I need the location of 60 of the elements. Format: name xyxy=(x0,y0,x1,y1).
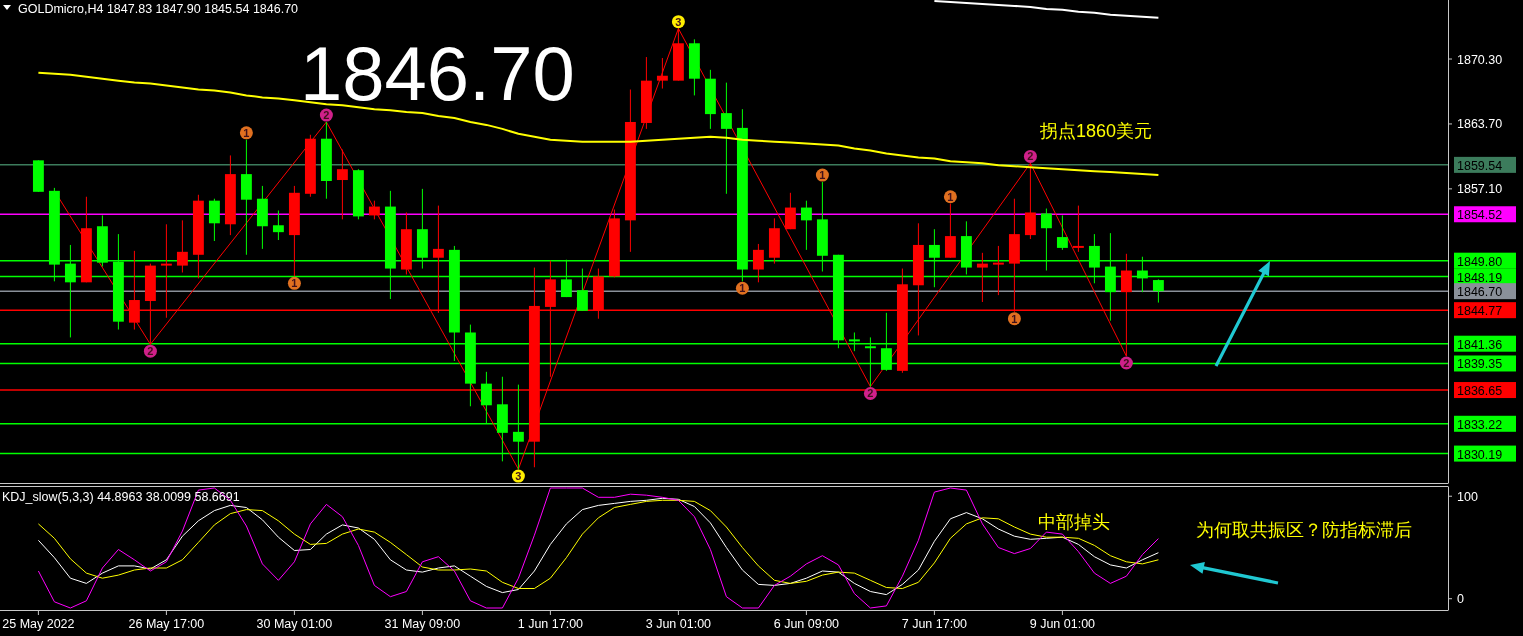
text: 1 xyxy=(947,190,954,203)
x-tick-label: 26 May 17:00 xyxy=(128,617,205,631)
text: 2 xyxy=(1027,150,1034,163)
series-label: 3 xyxy=(675,15,682,28)
candlestick xyxy=(1056,214,1068,251)
candlestick xyxy=(656,57,668,90)
candlestick xyxy=(272,210,284,241)
annotation: 拐点1860美元 xyxy=(1039,121,1153,141)
candlestick xyxy=(1072,205,1084,253)
ref-line-label: 1844.77 xyxy=(1457,304,1503,319)
candlestick xyxy=(1024,162,1036,240)
y-tick-label: 1870.30 xyxy=(1457,52,1503,67)
candlestick xyxy=(784,192,796,230)
y-tick-label: 1863.70 xyxy=(1457,117,1503,132)
ref-line-label: 1839.35 xyxy=(1457,357,1503,372)
candlestick xyxy=(368,200,380,220)
candlestick xyxy=(336,149,348,220)
text: 2 xyxy=(147,345,154,358)
candlestick xyxy=(752,243,764,283)
candlestick xyxy=(720,82,732,195)
x-tick-label: 3 Jun 01:00 xyxy=(645,617,712,631)
series-label: 2 xyxy=(323,109,330,122)
ref-line-label: 1859.54 xyxy=(1457,158,1503,173)
text: 3 xyxy=(515,470,522,483)
text: 1 xyxy=(243,126,250,139)
line-series xyxy=(933,0,1160,19)
candlestick xyxy=(208,198,220,242)
x-tick-label: 9 Jun 01:00 xyxy=(1029,617,1096,631)
annotation: 中部掉头 xyxy=(1038,512,1110,532)
x-tick-label: 7 Jun 17:00 xyxy=(901,617,968,631)
x-tick-label: 30 May 01:00 xyxy=(256,617,333,631)
candlestick xyxy=(944,203,956,259)
candlestick xyxy=(800,200,812,251)
ref-line-label: 1848.19 xyxy=(1457,270,1503,285)
y-tick-label: 1857.10 xyxy=(1457,182,1503,197)
y-tick-label: 100 xyxy=(1457,489,1478,504)
y-tick-label: 0 xyxy=(1457,592,1464,607)
x-tick-label: 25 May 2022 xyxy=(2,617,75,631)
text: 1 xyxy=(1011,312,1018,325)
text: 为何取共振区？防指标滞后 xyxy=(1196,520,1412,540)
candlestick xyxy=(1152,278,1164,304)
series-label: 1 xyxy=(739,282,746,295)
ref-line-label: 1854.52 xyxy=(1457,208,1503,223)
ref-line-label: 1841.36 xyxy=(1457,337,1503,352)
x-tick-label: 1 Jun 17:00 xyxy=(517,617,584,631)
candlestick xyxy=(176,219,188,273)
text: 2 xyxy=(867,387,874,400)
text: 1 xyxy=(819,169,826,182)
candlestick xyxy=(992,245,1004,296)
text: 2 xyxy=(1123,356,1130,369)
ref-line-label: 1836.65 xyxy=(1457,384,1503,399)
ref-line-label: 1830.19 xyxy=(1457,447,1503,462)
text: 1 xyxy=(291,277,298,290)
ref-line-label: 1846.70 xyxy=(1457,285,1503,300)
ref-line-label: 1833.22 xyxy=(1457,417,1503,432)
chart-title: GOLDmicro,H4 1847.83 1847.90 1845.54 1846.70 xyxy=(18,2,299,16)
candlestick xyxy=(976,252,988,303)
x-tick-label: 31 May 09:00 xyxy=(384,617,461,631)
x-tick-label: 6 Jun 09:00 xyxy=(773,617,840,631)
ref-line-label: 1849.80 xyxy=(1457,254,1503,269)
